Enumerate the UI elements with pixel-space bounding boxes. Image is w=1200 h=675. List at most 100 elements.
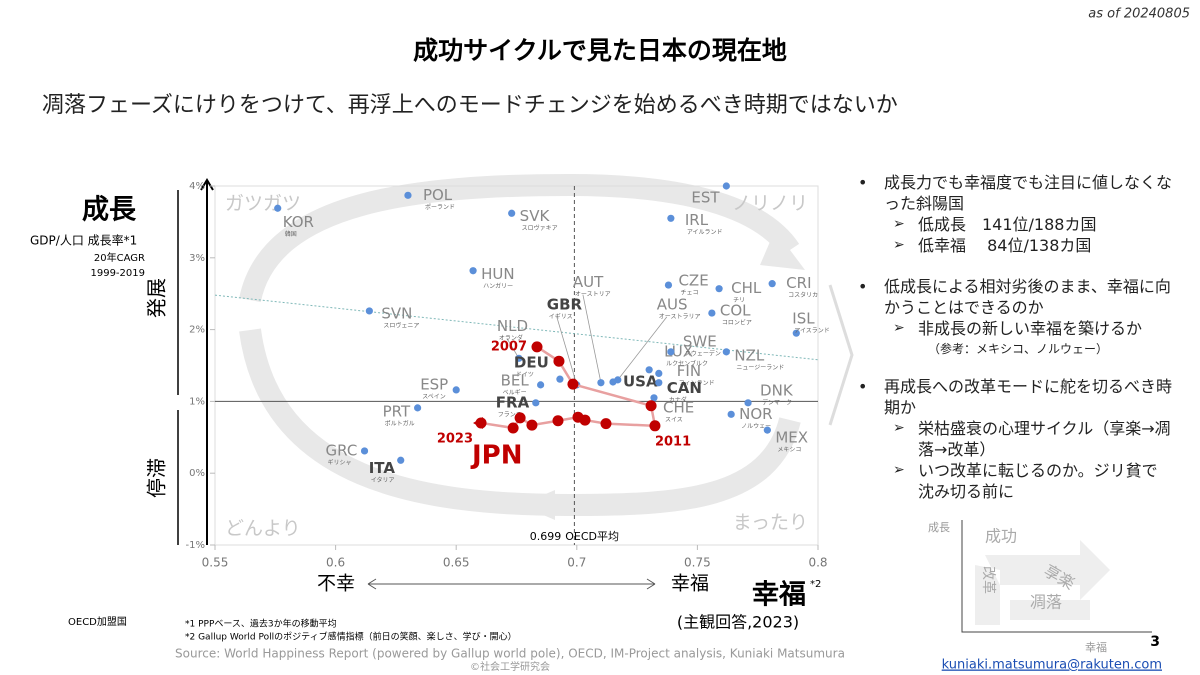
quadrant-label: ガツガツ xyxy=(225,193,301,215)
country-point xyxy=(708,309,716,317)
country-label: COL xyxy=(720,302,751,320)
country-label: NZL xyxy=(734,346,764,364)
email[interactable]: kuniaki.matsumura@rakuten.com xyxy=(942,658,1162,673)
country-point xyxy=(452,386,460,394)
country-sublabel: イタリア xyxy=(371,476,395,484)
country-sublabel: チェコ xyxy=(680,290,698,297)
jpn-point xyxy=(514,412,526,424)
jpn-point xyxy=(526,419,538,431)
mini-diagram: 成長 幸福 成功 享楽 凋落 改革 xyxy=(928,520,1152,654)
sub-bullet-text: 非成長の新しい幸福を築けるか xyxy=(918,319,1143,338)
sub-bullet-mark: ➢ xyxy=(893,237,905,253)
date: as of 20240805 xyxy=(1088,7,1190,22)
y-high: 発展 xyxy=(145,278,169,318)
country-point xyxy=(537,381,545,389)
oecd-average-text: OECD平均 xyxy=(565,530,619,543)
country-label: HUN xyxy=(481,265,514,283)
x-title-note: *2 xyxy=(810,579,821,590)
footnote: *1 PPPベース、過去3か年の移動平均 xyxy=(185,618,337,630)
sub-bullet-mark: ➢ xyxy=(893,420,905,436)
country-label: ESP xyxy=(420,375,448,393)
cycle-arrow xyxy=(520,490,555,520)
chevron xyxy=(828,284,854,426)
country-label: CAN xyxy=(667,379,702,397)
subtitle: 凋落フェーズにけりをつけて、再浮上へのモードチェンジを始めるべき時期ではないか xyxy=(42,93,898,118)
oecd-average-label: 0.699 OECD平均 xyxy=(530,530,619,543)
country-point xyxy=(609,378,617,386)
country-point xyxy=(274,204,282,212)
country-point xyxy=(365,307,373,315)
bullet-dot: • xyxy=(858,277,868,296)
country-sublabel: ポルトガル xyxy=(385,419,415,427)
country-sublabel: ハンガリー xyxy=(483,282,513,290)
y-tick-label: 3% xyxy=(189,253,205,264)
country-sublabel: スイス xyxy=(665,416,683,423)
country-label: AUT xyxy=(573,273,604,291)
jpn-point xyxy=(531,341,543,353)
country-point xyxy=(397,456,405,464)
leader-line xyxy=(506,338,520,359)
country-sublabel: フィンランド xyxy=(679,380,715,387)
country-sublabel: スロヴァキア xyxy=(522,224,558,232)
country-sublabel: ベルギー xyxy=(503,389,527,396)
country-point xyxy=(650,394,658,402)
country-sublabel: フランス xyxy=(498,411,522,418)
country-sublabel: ドイツ xyxy=(516,372,534,379)
country-label: FIN xyxy=(677,362,701,380)
country-point xyxy=(360,447,369,455)
cycle-arrow xyxy=(239,173,800,303)
x-note: (主観回答,2023) xyxy=(677,613,799,632)
country-sublabel: メキシコ xyxy=(777,447,801,454)
country-sublabel: デンマーク xyxy=(762,398,792,406)
country-sublabel: スロヴェニア xyxy=(383,321,419,329)
jpn-point xyxy=(553,355,565,367)
cycle-arrow xyxy=(760,230,805,270)
country-sublabel: オランダ xyxy=(499,334,523,342)
mini-label: 成長 xyxy=(928,521,950,534)
country-sublabel: スウェーデン xyxy=(685,349,721,357)
mini-label: 成功 xyxy=(985,527,1017,546)
bullet-dot: • xyxy=(858,173,868,192)
jpn-label: JPN xyxy=(470,441,523,471)
country-sublabel: ギリシャ xyxy=(328,459,352,466)
country-point xyxy=(744,399,752,407)
country-sublabel: アイルランド xyxy=(687,229,723,236)
y-tick-label: 1% xyxy=(189,396,205,407)
x-low: 不幸 xyxy=(317,573,355,595)
x-title: 幸福 xyxy=(752,580,806,611)
country-point xyxy=(667,348,675,356)
x-high: 幸福 xyxy=(671,573,709,595)
jpn-point xyxy=(572,411,584,423)
source: Source: World Happiness Report (powered … xyxy=(175,647,845,661)
country-point xyxy=(404,191,412,199)
jpn-point xyxy=(649,420,661,432)
country-sublabel: コロンビア xyxy=(722,319,752,327)
country-label: DEU xyxy=(514,354,549,372)
x-tick-label: 0.65 xyxy=(443,556,470,570)
country-label: LUX xyxy=(664,342,693,360)
country-label: FRA xyxy=(496,393,530,411)
y-tick-label: -1% xyxy=(186,540,205,551)
x-tick-label: 0.75 xyxy=(684,556,711,570)
country-point xyxy=(556,375,564,383)
country-label: EST xyxy=(691,189,720,207)
country-point xyxy=(508,209,516,217)
country-label: CZE xyxy=(678,272,708,290)
quadrant-label: まったり xyxy=(733,512,808,534)
country-point xyxy=(722,182,730,190)
jpn-point xyxy=(600,418,612,430)
country-label: SWE xyxy=(683,332,717,350)
country-label: CHE xyxy=(663,398,694,416)
country-label: POL xyxy=(423,186,453,204)
country-label: ISL xyxy=(792,310,815,328)
country-label: SVN xyxy=(381,304,412,322)
x-tick-label: 0.55 xyxy=(202,556,229,570)
country-sublabel: スペイン xyxy=(422,393,446,400)
y-title: 成長 xyxy=(82,195,137,226)
y-low: 停滞 xyxy=(145,458,169,498)
y-note: 20年CAGR xyxy=(94,251,145,264)
jpn-point xyxy=(475,417,487,429)
country-sublabel: ポーランド xyxy=(425,203,455,211)
